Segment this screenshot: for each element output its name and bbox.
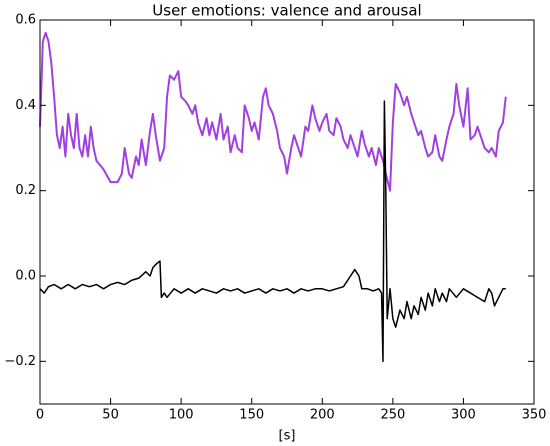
- y-tick-label: 0.2: [15, 183, 36, 198]
- x-tick-label: 200: [310, 408, 335, 423]
- y-tick-label: 0.0: [15, 269, 36, 284]
- y-tick-label: 0.4: [15, 98, 36, 113]
- x-tick-label: 250: [380, 408, 405, 423]
- x-tick-label: 300: [451, 408, 476, 423]
- y-tick-label: −0.2: [4, 354, 36, 369]
- x-tick-label: 150: [239, 408, 264, 423]
- series-line: [39, 100, 506, 363]
- x-tick-label: 0: [36, 408, 44, 423]
- series-line: [39, 31, 507, 192]
- x-tick-label: 100: [169, 408, 194, 423]
- plot-frame: [39, 19, 535, 405]
- x-tick-label: 50: [102, 408, 119, 423]
- y-tick-label: 0.6: [15, 13, 36, 28]
- x-tick-label: 350: [522, 408, 547, 423]
- x-axis-label: [s]: [279, 429, 296, 444]
- chart-title: User emotions: valence and arousal: [152, 2, 421, 20]
